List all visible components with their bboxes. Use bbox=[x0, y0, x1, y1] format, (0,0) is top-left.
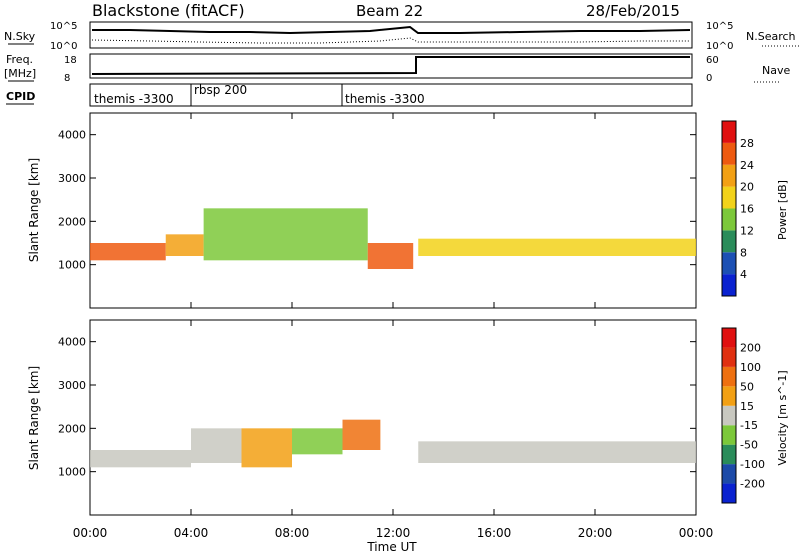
time-axis-label: Time UT bbox=[366, 540, 417, 554]
power-colorbar-tick-3: 16 bbox=[740, 203, 754, 216]
velocity-band-3 bbox=[292, 428, 343, 455]
velocity-colorbar-swatch-6 bbox=[722, 366, 736, 387]
time-tick-label-5: 20:00 bbox=[578, 526, 613, 540]
power-colorbar-label: Power [dB] bbox=[776, 180, 789, 240]
freq-right-tick-high: 60 bbox=[706, 55, 719, 66]
velocity-colorbar: 200 100 50 15 -15 -50 -100 -200 bbox=[721, 327, 765, 504]
velocity-band-2 bbox=[241, 428, 292, 468]
freq-label-line2: [MHz] bbox=[4, 67, 36, 80]
time-tick-label-4: 16:00 bbox=[477, 526, 512, 540]
power-band-2 bbox=[203, 208, 368, 261]
nsearch-label: N.Search bbox=[746, 30, 796, 43]
power-colorbar-tick-0: 28 bbox=[740, 137, 754, 150]
power-colorbar-tick-4: 12 bbox=[740, 224, 754, 237]
power-band-4 bbox=[418, 238, 696, 256]
velocity-band-5 bbox=[418, 441, 696, 463]
noise-right-tick-high: 10^5 bbox=[706, 21, 733, 32]
freq-left-tick-low: 8 bbox=[64, 73, 70, 84]
velocity-colorbar-tick-1: 100 bbox=[740, 361, 761, 374]
velocity-band-1 bbox=[191, 428, 242, 463]
time-axis: 00:00 04:00 08:00 12:00 16:00 20:00 00:00 bbox=[73, 113, 714, 540]
freq-left-tick-high: 18 bbox=[64, 55, 77, 66]
velocity-colorbar-swatch-4 bbox=[722, 405, 736, 426]
power-colorbar: 28 24 20 16 12 8 4 bbox=[721, 120, 754, 297]
power-colorbar-frame bbox=[721, 120, 737, 297]
power-colorbar-swatch-1 bbox=[722, 252, 736, 275]
freq-line bbox=[91, 56, 690, 75]
power-colorbar-swatch-3 bbox=[722, 208, 736, 231]
velocity-ytick-label-2: 3000 bbox=[58, 379, 86, 392]
noise-left-tick-high: 10^5 bbox=[50, 21, 77, 32]
power-colorbar-swatch-2 bbox=[722, 230, 736, 253]
velocity-colorbar-label: Velocity [m s^-1] bbox=[776, 370, 789, 465]
velocity-ytick-label-0: 1000 bbox=[58, 466, 86, 479]
velocity-colorbar-swatch-0 bbox=[722, 483, 736, 503]
power-colorbar-swatch-0 bbox=[722, 274, 736, 296]
time-tick-label-0: 00:00 bbox=[73, 526, 108, 540]
velocity-slant-range-label: Slant Range [km] bbox=[27, 366, 41, 470]
velocity-band-0 bbox=[90, 450, 191, 468]
beam-label: Beam 22 bbox=[356, 2, 423, 20]
frequency-panel: Freq. [MHz] 18 8 60 0 Nave bbox=[4, 53, 790, 84]
velocity-colorbar-frame bbox=[721, 327, 737, 504]
velocity-band-4 bbox=[342, 419, 381, 450]
velocity-colorbar-tick-4: -15 bbox=[740, 419, 758, 432]
power-colorbar-tick-6: 4 bbox=[740, 268, 747, 281]
velocity-colorbar-tick-7: -200 bbox=[740, 478, 765, 491]
velocity-colorbar-tick-2: 50 bbox=[740, 380, 754, 393]
power-band-0 bbox=[90, 243, 166, 261]
nsearch-line bbox=[91, 37, 690, 44]
power-colorbar-tick-1: 24 bbox=[740, 159, 754, 172]
velocity-colorbar-swatch-8 bbox=[722, 328, 736, 348]
nsky-label: N.Sky bbox=[4, 30, 36, 43]
power-ytick-label-0: 1000 bbox=[58, 259, 86, 272]
power-ytick-label-1: 2000 bbox=[58, 215, 86, 228]
velocity-ytick-label-3: 4000 bbox=[58, 336, 86, 349]
velocity-colorbar-tick-3: 15 bbox=[740, 400, 754, 413]
velocity-colorbar-tick-0: 200 bbox=[740, 341, 761, 354]
noise-panel: N.Sky N.Search 10^5 10^0 10^5 10^0 bbox=[4, 21, 800, 52]
power-ytick-label-2: 3000 bbox=[58, 172, 86, 185]
power-colorbar-tick-2: 20 bbox=[740, 181, 754, 194]
cpid-label: CPID bbox=[6, 90, 35, 103]
power-colorbar-swatch-4 bbox=[722, 186, 736, 209]
velocity-colorbar-tick-5: -50 bbox=[740, 439, 758, 452]
freq-label-line1: Freq. bbox=[6, 53, 33, 66]
velocity-ytick-label-1: 2000 bbox=[58, 422, 86, 435]
power-slant-range-label: Slant Range [km] bbox=[27, 158, 41, 262]
power-colorbar-swatch-7 bbox=[722, 121, 736, 143]
velocity-colorbar-swatch-2 bbox=[722, 444, 736, 465]
time-tick-label-2: 08:00 bbox=[275, 526, 310, 540]
velocity-colorbar-swatch-1 bbox=[722, 464, 736, 484]
noise-right-tick-low: 10^0 bbox=[706, 41, 733, 52]
cpid-segment-1: themis -3300 bbox=[94, 92, 174, 106]
power-ytick-label-3: 4000 bbox=[58, 129, 86, 142]
power-colorbar-swatch-6 bbox=[722, 142, 736, 165]
nave-label: Nave bbox=[762, 64, 790, 77]
velocity-colorbar-swatch-5 bbox=[722, 386, 736, 406]
cpid-panel: CPID themis -3300 rbsp 200 themis -3300 bbox=[6, 83, 693, 107]
power-colorbar-swatch-5 bbox=[722, 164, 736, 187]
velocity-colorbar-tick-6: -100 bbox=[740, 458, 765, 471]
cpid-segment-3: themis -3300 bbox=[345, 92, 425, 106]
velocity-colorbar-swatch-3 bbox=[722, 425, 736, 445]
power-band-1 bbox=[165, 234, 204, 256]
power-panel: 1000 2000 3000 4000 Slant Range [km] 28 24 20… bbox=[27, 112, 789, 309]
velocity-colorbar-swatch-7 bbox=[722, 347, 736, 367]
date-label: 28/Feb/2015 bbox=[586, 2, 680, 20]
cpid-segment-2: rbsp 200 bbox=[194, 83, 247, 97]
freq-right-tick-low: 0 bbox=[706, 73, 712, 84]
power-colorbar-tick-5: 8 bbox=[740, 246, 747, 259]
velocity-panel: 1000 2000 3000 4000 Slant Range [km] 200 100… bbox=[27, 319, 789, 516]
time-tick-label-1: 04:00 bbox=[174, 526, 209, 540]
time-tick-label-6: 00:00 bbox=[679, 526, 714, 540]
power-band-3 bbox=[367, 243, 414, 269]
station-title: Blackstone (fitACF) bbox=[92, 1, 245, 20]
time-tick-label-3: 12:00 bbox=[376, 526, 411, 540]
nsky-line bbox=[92, 25, 691, 35]
noise-left-tick-low: 10^0 bbox=[50, 41, 77, 52]
